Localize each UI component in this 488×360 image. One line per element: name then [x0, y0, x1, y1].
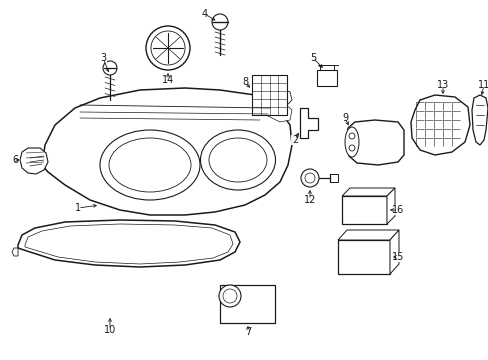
- Polygon shape: [18, 220, 240, 267]
- Circle shape: [348, 145, 354, 151]
- Polygon shape: [410, 95, 469, 155]
- Circle shape: [301, 169, 318, 187]
- Text: 6: 6: [12, 155, 18, 165]
- Ellipse shape: [100, 130, 200, 200]
- Polygon shape: [42, 88, 291, 215]
- Text: 7: 7: [244, 327, 251, 337]
- Circle shape: [103, 61, 117, 75]
- Text: 5: 5: [309, 53, 315, 63]
- Text: 16: 16: [391, 205, 403, 215]
- Polygon shape: [337, 230, 398, 240]
- Text: 12: 12: [303, 195, 316, 205]
- Circle shape: [223, 289, 237, 303]
- Polygon shape: [20, 148, 48, 174]
- Bar: [341, 196, 386, 224]
- Bar: [251, 75, 286, 115]
- Bar: [316, 70, 336, 86]
- Circle shape: [151, 31, 184, 65]
- Text: 8: 8: [242, 77, 247, 87]
- Polygon shape: [471, 95, 487, 145]
- Circle shape: [219, 285, 241, 307]
- Text: 9: 9: [341, 113, 347, 123]
- Polygon shape: [389, 230, 398, 274]
- Polygon shape: [267, 104, 291, 122]
- Text: 1: 1: [75, 203, 81, 213]
- Polygon shape: [386, 188, 394, 224]
- Ellipse shape: [345, 127, 358, 157]
- Text: 4: 4: [202, 9, 207, 19]
- Text: 15: 15: [391, 252, 404, 262]
- Text: 10: 10: [103, 325, 116, 335]
- Polygon shape: [299, 108, 317, 138]
- Text: 3: 3: [100, 53, 106, 63]
- Ellipse shape: [208, 138, 266, 182]
- Text: 13: 13: [436, 80, 448, 90]
- Bar: [329, 174, 337, 182]
- Bar: [337, 240, 389, 274]
- Text: 2: 2: [291, 135, 298, 145]
- Text: 11: 11: [477, 80, 488, 90]
- Bar: [220, 285, 274, 323]
- Text: 14: 14: [162, 75, 174, 85]
- Ellipse shape: [109, 138, 191, 192]
- Polygon shape: [12, 248, 18, 256]
- Circle shape: [348, 133, 354, 139]
- Circle shape: [305, 173, 314, 183]
- Polygon shape: [264, 88, 291, 106]
- Circle shape: [212, 14, 227, 30]
- Polygon shape: [346, 120, 403, 165]
- Circle shape: [146, 26, 190, 70]
- Polygon shape: [341, 188, 394, 196]
- Ellipse shape: [200, 130, 275, 190]
